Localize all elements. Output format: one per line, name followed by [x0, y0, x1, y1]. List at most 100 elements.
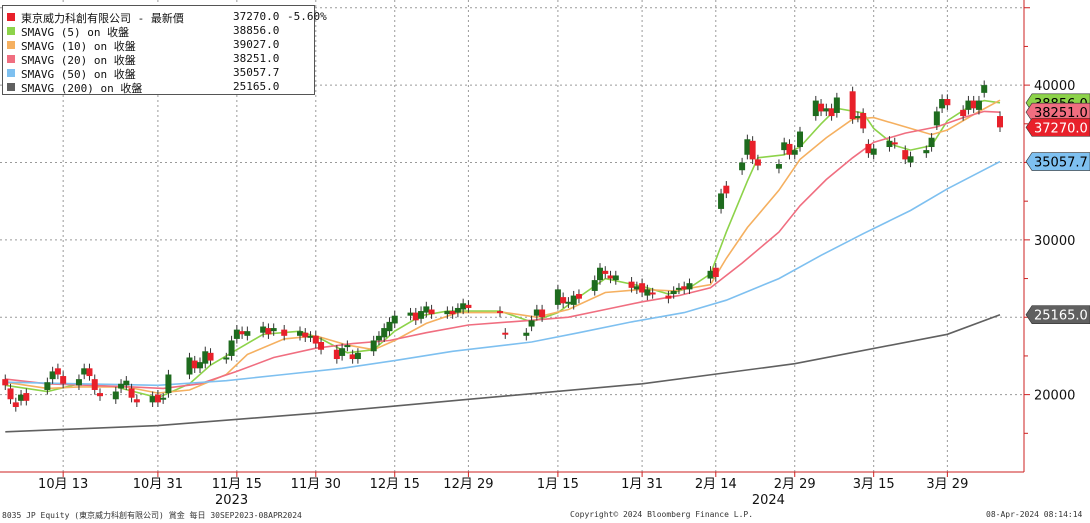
grid-lines: [0, 0, 1024, 472]
candle-body: [749, 140, 756, 160]
candle-body: [244, 331, 251, 336]
series-line: [5, 160, 1001, 387]
candle-body: [339, 348, 346, 356]
price-tag-label: 37270.0: [1034, 121, 1088, 136]
candle-body: [391, 315, 398, 324]
footer-security-info: 8035 JP Equity (東京威力科創有限公司) 賞金 每日 30SEP2…: [2, 511, 302, 520]
candle-body: [597, 267, 603, 281]
x-tick-label: 11月 15: [212, 477, 262, 492]
candle-body: [928, 137, 935, 148]
footer-timestamp: 08-Apr-2024 08:14:14: [986, 510, 1083, 519]
candle-body: [886, 140, 893, 148]
candle-body: [744, 139, 751, 155]
x-tick-label: 2月 14: [695, 477, 737, 492]
candle-body: [628, 281, 635, 288]
legend-value: 25165.0: [233, 80, 280, 93]
candle-body: [533, 309, 540, 316]
axes: 20000 30000 40000 10月 13 10月 31 11月 15 11月 30 1…: [0, 0, 1075, 508]
candle-body: [860, 112, 867, 129]
candle-body: [497, 311, 503, 314]
candle-body: [649, 292, 656, 295]
candle-body: [718, 193, 725, 209]
candle-body: [933, 111, 940, 126]
candle-body: [233, 329, 240, 339]
candle-body: [528, 320, 535, 327]
series-line: [5, 99, 1001, 399]
candle-body: [449, 311, 456, 315]
price-tag-box: [1025, 118, 1090, 137]
candle-body: [554, 289, 561, 305]
candle-body: [707, 270, 714, 279]
legend-row-price: 東京威力科創有限公司 - 最新價 37270.0 -5.60%: [7, 10, 327, 25]
legend-row-sma50: SMAVG (50) on 收盤 35057.7: [7, 66, 312, 81]
y-tick-label: 40000: [1034, 79, 1075, 94]
legend-swatch: [7, 55, 15, 63]
candle-body: [149, 396, 156, 403]
candle-body: [428, 309, 435, 315]
candle-body: [997, 116, 1003, 128]
candle-body: [375, 335, 382, 341]
x-tick-label: 10月 31: [133, 477, 183, 492]
candle-body: [54, 368, 61, 375]
candle-body: [412, 312, 419, 321]
candle-body: [633, 286, 640, 290]
candle-body: [570, 295, 577, 305]
candle-body: [923, 150, 930, 154]
x-tick-label: 3月 29: [926, 477, 968, 492]
legend-value: 37270.0: [233, 10, 280, 23]
legend-swatch: [7, 41, 15, 49]
legend-value: 38856.0: [233, 24, 280, 37]
candle-body: [665, 295, 672, 299]
candle-body: [975, 100, 982, 110]
candle-body: [754, 159, 761, 166]
candle-body: [407, 312, 414, 316]
legend-change: -5.60%: [287, 10, 327, 23]
candle-body: [60, 376, 67, 384]
legend-name: 東京威力科創有限公司 - 最新價: [21, 12, 184, 25]
x-tick-label: 2月 29: [774, 477, 816, 492]
x-year-label: 2023: [215, 493, 248, 508]
candle-body: [44, 382, 51, 390]
series-line: [5, 110, 1001, 390]
candle-body: [786, 143, 793, 155]
candle-body: [23, 393, 30, 401]
candle-body: [281, 329, 288, 336]
price-tag: 38251.0: [1025, 102, 1090, 122]
candle-body: [302, 332, 309, 338]
candle-body: [870, 148, 877, 155]
legend-value: 35057.7: [233, 66, 280, 79]
candle-body: [670, 290, 677, 295]
candle-body: [91, 379, 98, 390]
candle-body: [865, 143, 872, 154]
candle-body: [207, 352, 214, 361]
legend-name: SMAVG (200) on 收盤: [21, 82, 143, 95]
series-line: [5, 99, 1001, 394]
x-tick-label: 3月 15: [853, 477, 895, 492]
candle-body: [75, 379, 82, 386]
candle-body: [686, 283, 693, 290]
candle-body: [12, 402, 19, 408]
candle-body: [565, 301, 572, 304]
candle-body: [828, 108, 835, 117]
price-tag: 35057.7: [1025, 152, 1090, 171]
candle-body: [823, 108, 830, 112]
candle-body: [186, 357, 193, 375]
legend-swatch: [7, 13, 15, 21]
candle-body: [465, 304, 472, 308]
candle-body: [639, 283, 646, 293]
moving-average-lines: [5, 99, 1001, 433]
candle-body: [854, 116, 861, 119]
candle-body: [81, 368, 88, 375]
candle-body: [775, 164, 782, 169]
candle-body: [960, 109, 967, 117]
legend-name: SMAVG (50) on 收盤: [21, 68, 136, 81]
candle-body: [265, 328, 272, 335]
candle-body: [386, 321, 393, 332]
candle-body: [2, 379, 9, 386]
candle-body: [418, 311, 425, 319]
candle-body: [602, 270, 609, 274]
candle-body: [944, 99, 951, 106]
candle-body: [812, 100, 819, 117]
x-tick-label: 10月 13: [38, 477, 88, 492]
x-tick-label: 12月 29: [443, 477, 493, 492]
